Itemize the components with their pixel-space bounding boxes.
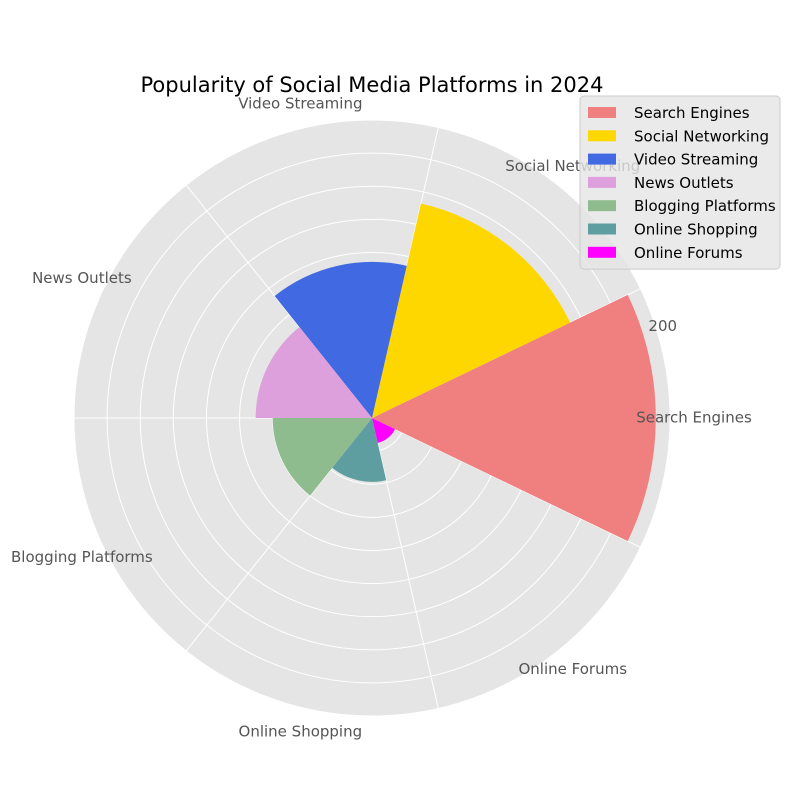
- bar-news-outlets: [255, 327, 372, 418]
- legend-label-blogging-platforms: Blogging Platforms: [634, 197, 776, 215]
- grid-spoke: [371, 417, 641, 548]
- legend-label-news-outlets: News Outlets: [634, 174, 734, 192]
- legend-label-social-networking: Social Networking: [634, 127, 769, 145]
- bar-online-forums: [372, 418, 396, 443]
- category-label-news-outlets: News Outlets: [32, 269, 132, 287]
- legend-swatch-blogging-platforms: [588, 200, 616, 212]
- legend-label-online-forums: Online Forums: [634, 244, 743, 262]
- bar-social-networking: [372, 203, 571, 418]
- category-label-online-shopping: Online Shopping: [239, 722, 363, 740]
- legend-swatch-online-forums: [588, 246, 616, 258]
- chart-title: Popularity of Social Media Platforms in …: [141, 73, 604, 97]
- category-label-video-streaming: Video Streaming: [238, 95, 362, 113]
- bar-video-streaming: [274, 261, 407, 418]
- legend: Search Engines Social Networking Video Str…: [579, 95, 781, 270]
- category-label-online-forums: Online Forums: [518, 660, 627, 678]
- legend-swatch-social-networking: [588, 130, 616, 142]
- bar-blogging-platforms: [272, 418, 372, 496]
- legend-box: [579, 95, 781, 270]
- radial-tick-label: 200: [648, 317, 677, 335]
- legend-swatch-online-shopping: [588, 223, 616, 235]
- bar-search-engines: [372, 294, 656, 542]
- legend-swatch-search-engines: [588, 107, 616, 118]
- legend-label-online-shopping: Online Shopping: [634, 221, 758, 239]
- bar-online-shopping: [332, 418, 387, 482]
- bars: [255, 203, 656, 542]
- legend-label-search-engines: Search Engines: [634, 104, 750, 122]
- legend-swatch-video-streaming: [588, 153, 616, 165]
- legend-swatch-news-outlets: [588, 176, 616, 188]
- legend-label-video-streaming: Video Streaming: [634, 151, 758, 169]
- category-label-blogging-platforms: Blogging Platforms: [11, 548, 153, 566]
- category-label-search-engines: Search Engines: [636, 409, 752, 427]
